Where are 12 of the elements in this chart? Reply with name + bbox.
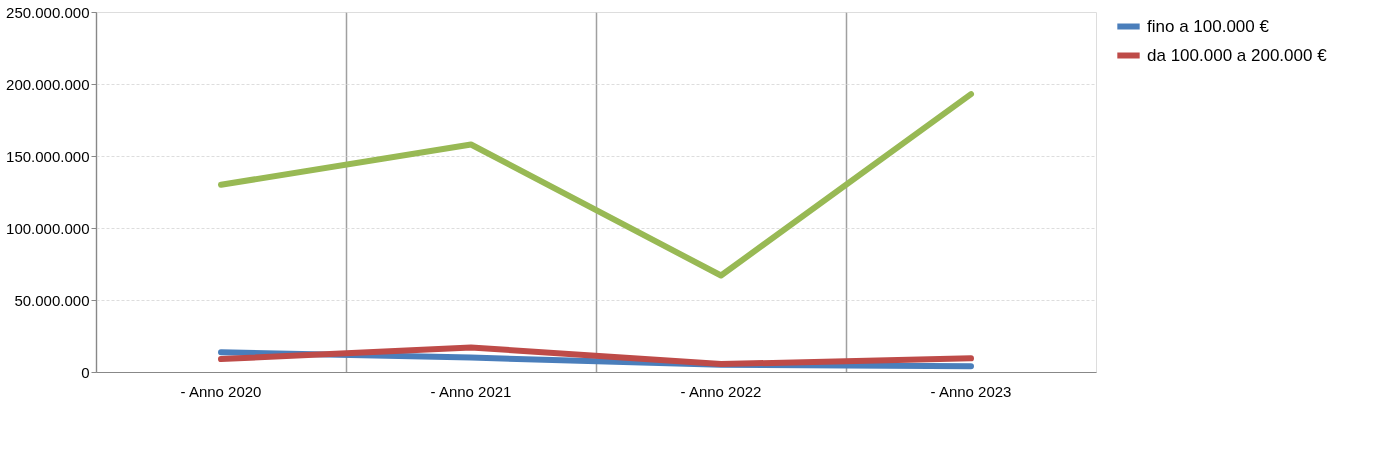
- y-tick-label: 200.000.000: [6, 75, 90, 93]
- y-tick-label: 250.000.000: [6, 3, 90, 21]
- x-tick-label: - Anno 2020: [180, 382, 262, 400]
- y-tick-label: 150.000.000: [6, 147, 90, 165]
- y-tick-label: 100.000.000: [6, 219, 90, 237]
- y-tick-label: 0: [81, 363, 90, 381]
- legend-label: fino a 100.000 €: [1147, 16, 1270, 36]
- x-tick-label: - Anno 2023: [930, 382, 1012, 400]
- x-tick-label: - Anno 2021: [430, 382, 512, 400]
- legend-label: da 100.000 a 200.000 €: [1147, 45, 1328, 65]
- y-tick-label: 50.000.000: [14, 291, 90, 309]
- x-tick-label: - Anno 2022: [680, 382, 762, 400]
